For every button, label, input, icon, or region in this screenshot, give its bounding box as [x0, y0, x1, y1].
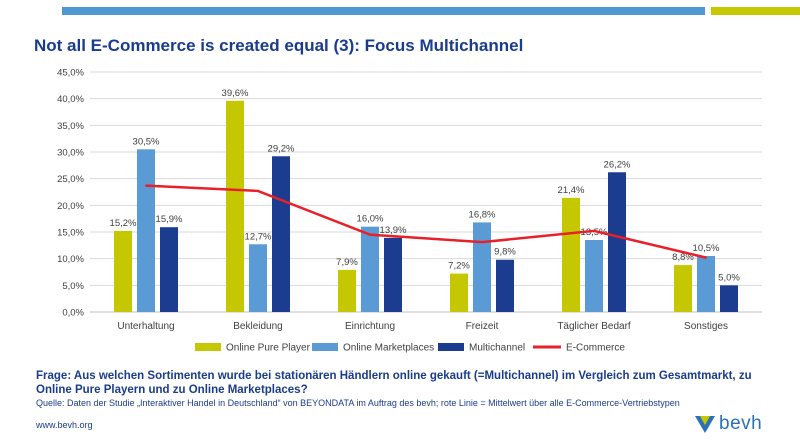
bar-data-label: 8,8% — [672, 252, 694, 263]
bar-data-label: 7,9% — [336, 257, 358, 268]
bar — [720, 285, 738, 312]
ecommerce-point — [705, 256, 707, 259]
legend-label: Online Pure Player — [226, 343, 311, 354]
bar-data-label: 29,2% — [268, 143, 295, 154]
y-tick-label: 45,0% — [57, 68, 84, 79]
bar — [272, 156, 290, 312]
x-category-label: Unterhaltung — [117, 321, 174, 332]
bar-data-label: 30,5% — [133, 136, 160, 147]
bar — [496, 259, 514, 312]
header-accent-blue — [62, 7, 705, 15]
x-category-label: Einrichtung — [345, 321, 395, 332]
y-tick-label: 5,0% — [62, 281, 84, 292]
y-tick-label: 40,0% — [57, 94, 84, 105]
bar — [608, 172, 626, 312]
x-category-label: Bekleidung — [233, 321, 282, 332]
bar-data-label: 9,8% — [494, 247, 516, 258]
website-link[interactable]: www.bevh.org — [36, 420, 93, 430]
source-note: Quelle: Daten der Studie „Interaktiver H… — [36, 398, 680, 408]
bar — [473, 222, 491, 312]
ecommerce-point — [369, 233, 371, 236]
x-category-label: Freizeit — [466, 321, 499, 332]
ecommerce-point — [593, 229, 595, 232]
y-tick-label: 0,0% — [62, 308, 84, 319]
legend-label: E-Commerce — [566, 343, 625, 354]
bar-data-label: 39,6% — [222, 88, 249, 99]
bar — [361, 226, 379, 312]
bar-data-label: 13,9% — [380, 225, 407, 236]
ecommerce-point — [145, 184, 147, 187]
legend-swatch — [312, 343, 338, 351]
bevh-logo: bevh — [694, 413, 762, 435]
bar-data-label: 16,0% — [357, 214, 384, 225]
bar-data-label: 15,2% — [110, 218, 137, 229]
bar-data-label: 21,4% — [558, 185, 585, 196]
bar — [450, 273, 468, 312]
header-accent-lime — [711, 7, 800, 15]
y-tick-label: 30,0% — [57, 148, 84, 159]
ecommerce-line — [145, 184, 707, 259]
bar — [697, 256, 715, 312]
bar — [384, 237, 402, 312]
bar — [226, 100, 244, 312]
x-category-label: Täglicher Bedarf — [557, 321, 631, 332]
y-tick-label: 10,0% — [57, 254, 84, 265]
bar — [338, 269, 356, 312]
bar-data-label: 5,0% — [718, 272, 740, 283]
bar-data-label: 16,8% — [469, 209, 496, 220]
bar-data-label: 10,5% — [693, 243, 720, 254]
bar — [114, 230, 132, 312]
bar-data-label: 26,2% — [604, 159, 631, 170]
legend-label: Multichannel — [469, 343, 525, 354]
legend-label: Online Marketplaces — [343, 343, 434, 354]
legend-swatch — [195, 343, 221, 351]
bar — [160, 227, 178, 312]
bar-data-label: 7,2% — [448, 261, 470, 272]
y-tick-label: 20,0% — [57, 201, 84, 212]
bar-data-label: 15,9% — [156, 214, 183, 225]
y-tick-label: 15,0% — [57, 228, 84, 239]
legend-swatch — [438, 343, 464, 351]
bar — [249, 244, 267, 312]
x-category-label: Sonstiges — [684, 321, 728, 332]
bar-data-label: 12,7% — [245, 231, 272, 242]
ecommerce-point — [257, 189, 259, 192]
logo-text: bevh — [719, 413, 763, 434]
bar — [674, 265, 692, 312]
bar — [137, 149, 155, 312]
bar-data-label: 13,5% — [581, 227, 608, 238]
slide-title: Not all E-Commerce is created equal (3):… — [34, 36, 524, 55]
logo-mark-icon — [695, 416, 715, 433]
bar — [585, 240, 603, 312]
y-tick-label: 35,0% — [57, 121, 84, 132]
survey-question: Frage: Aus welchen Sortimenten wurde bei… — [36, 370, 752, 396]
ecommerce-point — [481, 241, 483, 244]
y-tick-label: 25,0% — [57, 174, 84, 185]
bar — [562, 197, 580, 312]
bar-chart: 0,0% 5,0% 10,0% 15,0% 20,0% 25,0% 30,0% 35,0% 40… — [57, 68, 762, 354]
